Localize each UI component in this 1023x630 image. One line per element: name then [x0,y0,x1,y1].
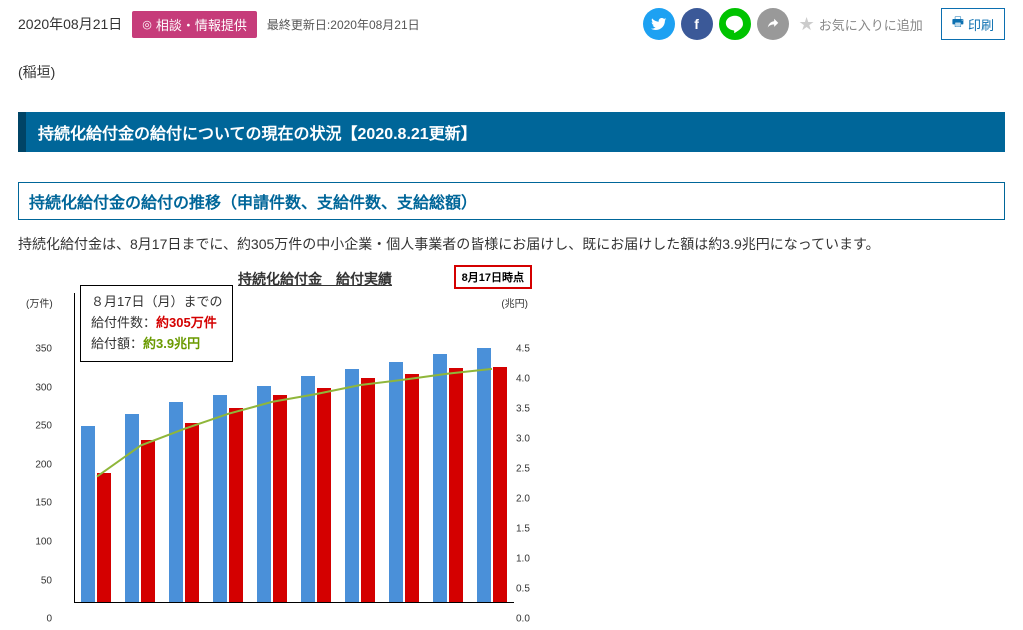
print-icon: 🖶 [952,13,964,35]
author-name: (稲垣) [0,58,1023,112]
chart-annotation: ８月17日（月）までの 給付件数：約305万件 給付額：約3.9兆円 [80,285,233,361]
body-paragraph: 持続化給付金は、8月17日までに、約305万件の中小企業・個人事業者の皆様にお届… [0,232,1023,269]
chart-container: 持続化給付金 給付実績 8月17日時点 ８月17日（月）までの 給付件数：約30… [0,269,560,603]
chart-date-tag: 8月17日時点 [454,265,532,289]
twitter-icon[interactable] [643,8,675,40]
star-icon: ★ [799,14,815,35]
print-button[interactable]: 🖶印刷 [941,8,1005,40]
line-icon[interactable] [719,8,751,40]
y-left-unit: (万件) [26,295,53,310]
favorite-button[interactable]: ★お気に入りに追加 [799,14,923,35]
section-heading: 持続化給付金の給付についての現在の状況【2020.8.21更新】 [18,112,1005,152]
facebook-icon[interactable]: f [681,8,713,40]
publish-date: 2020年08月21日 [18,14,122,34]
share-icons: f [643,8,789,40]
last-updated: 最終更新日:2020年08月21日 [267,16,420,33]
subsection-heading: 持続化給付金の給付の推移（申請件数、支給件数、支給総額） [18,182,1005,220]
share-icon[interactable] [757,8,789,40]
category-badge: 相談・情報提供 [132,11,257,38]
